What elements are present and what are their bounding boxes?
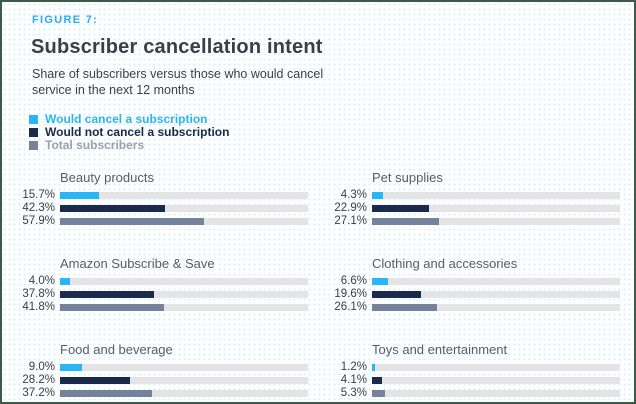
bar-fill [372, 363, 375, 371]
bar-value-label: 27.1% [334, 215, 367, 227]
legend-item-would-cancel: Would cancel a subscription [29, 112, 634, 126]
bar-fill [372, 191, 383, 199]
bar-fill [372, 217, 440, 225]
bar-track [60, 204, 308, 212]
bar-value-label: 37.8% [22, 288, 55, 300]
bar-fill [372, 204, 429, 212]
bar-fill [372, 376, 383, 384]
legend-swatch-icon [29, 114, 38, 124]
bar-track [60, 363, 308, 371]
chart-group: Clothing and accessories 6.6% 19.6% 26.1% [324, 255, 620, 314]
bar-row: 4.0% [12, 275, 308, 288]
bar-value-label: 4.0% [28, 275, 55, 287]
bar-fill [60, 303, 164, 311]
bar-row: 5.3% [324, 387, 620, 400]
legend-label: Total subscribers [45, 138, 145, 152]
bar-value-label: 41.8% [22, 301, 55, 313]
chart-group-title: Clothing and accessories [372, 255, 518, 271]
bar-row: 57.9% [12, 215, 308, 228]
bar-row: 41.8% [12, 301, 308, 314]
bar-track [60, 376, 308, 384]
bar-track [60, 303, 308, 311]
chart-group: Pet supplies 4.3% 22.9% 27.1% [324, 169, 620, 228]
bar-row: 9.0% [12, 361, 308, 374]
bar-value-label: 4.3% [340, 189, 367, 201]
bar-track [372, 277, 620, 285]
page-subtitle: Share of subscribers versus those who wo… [32, 67, 324, 98]
bar-fill [372, 389, 386, 397]
chart-group: Beauty products 15.7% 42.3% 57.9% [12, 169, 308, 228]
bar-track [372, 191, 620, 199]
bar-row: 26.1% [324, 301, 620, 314]
chart-group-title: Amazon Subscribe & Save [60, 255, 215, 271]
bar-row: 27.1% [324, 215, 620, 228]
bar-value-label: 5.3% [340, 387, 367, 399]
bar-row: 19.6% [324, 288, 620, 301]
legend-swatch-icon [29, 140, 38, 150]
bar-value-label: 1.2% [340, 361, 367, 373]
legend-item-total: Total subscribers [29, 138, 634, 152]
legend-label: Would not cancel a subscription [45, 125, 230, 139]
bar-fill [372, 303, 437, 311]
bar-value-label: 37.2% [22, 387, 55, 399]
legend-item-would-not-cancel: Would not cancel a subscription [29, 125, 634, 139]
bar-row: 28.2% [12, 374, 308, 387]
bar-value-label: 22.9% [334, 202, 367, 214]
bar-track [372, 204, 620, 212]
bar-row: 37.2% [12, 387, 308, 400]
bar-track [60, 277, 308, 285]
legend-label: Would cancel a subscription [45, 112, 208, 126]
bar-fill [60, 191, 99, 199]
bar-fill [60, 363, 83, 371]
bar-fill [60, 389, 153, 397]
page-title: Subscriber cancellation intent [31, 36, 323, 58]
bar-fill [60, 290, 154, 298]
bar-value-label: 42.3% [22, 202, 55, 214]
chart-group: Amazon Subscribe & Save 4.0% 37.8% 41.8% [12, 255, 308, 314]
bar-value-label: 57.9% [22, 215, 55, 227]
chart-group-title: Pet supplies [372, 169, 443, 185]
bar-track [372, 389, 620, 397]
bar-track [372, 376, 620, 384]
bar-row: 42.3% [12, 202, 308, 215]
bar-value-label: 26.1% [334, 301, 367, 313]
bar-value-label: 19.6% [334, 288, 367, 300]
chart-group-title: Toys and entertainment [372, 341, 508, 357]
charts-grid: Beauty products 15.7% 42.3% 57.9% Pet suppli… [12, 169, 624, 400]
bar-row: 6.6% [324, 275, 620, 288]
bar-value-label: 9.0% [28, 361, 55, 373]
bar-row: 4.1% [324, 374, 620, 387]
bar-fill [60, 204, 165, 212]
bar-track [372, 363, 620, 371]
chart-group: Toys and entertainment 1.2% 4.1% 5.3% [324, 341, 620, 400]
bar-fill [60, 217, 204, 225]
bar-fill [372, 277, 389, 285]
bar-value-label: 28.2% [22, 374, 55, 386]
bar-value-label: 4.1% [340, 374, 367, 386]
bar-value-label: 15.7% [22, 189, 55, 201]
bar-track [372, 290, 620, 298]
bar-fill [60, 277, 70, 285]
bar-track [60, 191, 308, 199]
bar-row: 4.3% [324, 189, 620, 202]
bar-fill [60, 376, 130, 384]
legend: Would cancel a subscription Would not ca… [29, 112, 634, 152]
bar-track [372, 303, 620, 311]
chart-group-title: Food and beverage [60, 341, 173, 357]
figure-label: FIGURE 7: [32, 14, 99, 26]
chart-group-title: Beauty products [60, 169, 154, 185]
bar-fill [372, 290, 421, 298]
bar-value-label: 6.6% [340, 275, 367, 287]
bar-track [60, 290, 308, 298]
legend-swatch-icon [29, 127, 38, 137]
chart-group: Food and beverage 9.0% 28.2% 37.2% [12, 341, 308, 400]
bar-row: 22.9% [324, 202, 620, 215]
bar-track [60, 389, 308, 397]
bar-track [372, 217, 620, 225]
bar-row: 37.8% [12, 288, 308, 301]
bar-row: 1.2% [324, 361, 620, 374]
bar-track [60, 217, 308, 225]
bar-row: 15.7% [12, 189, 308, 202]
